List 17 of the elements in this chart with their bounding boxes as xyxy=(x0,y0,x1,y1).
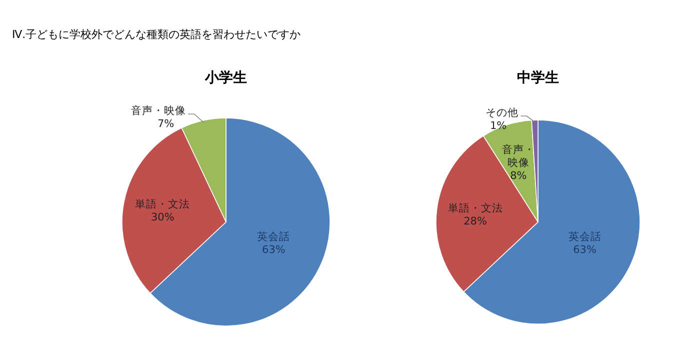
data-label: 8% xyxy=(510,170,527,182)
chart-title: 小学生 xyxy=(204,70,247,86)
data-label: 30% xyxy=(150,211,174,224)
slice-label: 音声・映像 xyxy=(502,142,535,169)
chart-title: 中学生 xyxy=(517,70,559,86)
slice-label: 音声・映像 xyxy=(131,104,186,117)
text: Ⅳ.子どもに学校外でどんな種類の英語を習わせたいですか xyxy=(12,28,301,41)
data-label: 63% xyxy=(573,244,596,256)
slice-label: 単語・文法 xyxy=(448,202,503,215)
slice-label: その他 xyxy=(486,107,519,119)
slice-label: 英会話 xyxy=(257,230,290,244)
slice-label: 単語・文法 xyxy=(135,197,190,210)
slice-label: 英会話 xyxy=(568,230,602,243)
data-label: 7% xyxy=(158,118,174,130)
data-label: 63% xyxy=(262,244,286,256)
data-label: 1% xyxy=(490,120,507,132)
data-label: 28% xyxy=(464,216,487,228)
